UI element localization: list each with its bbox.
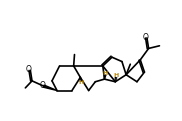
Polygon shape [43, 85, 57, 91]
Text: H: H [113, 73, 119, 79]
Text: O: O [40, 81, 46, 90]
Text: H: H [78, 80, 84, 85]
Text: O: O [143, 33, 148, 42]
Text: O: O [26, 65, 31, 74]
Text: H: H [103, 71, 108, 76]
